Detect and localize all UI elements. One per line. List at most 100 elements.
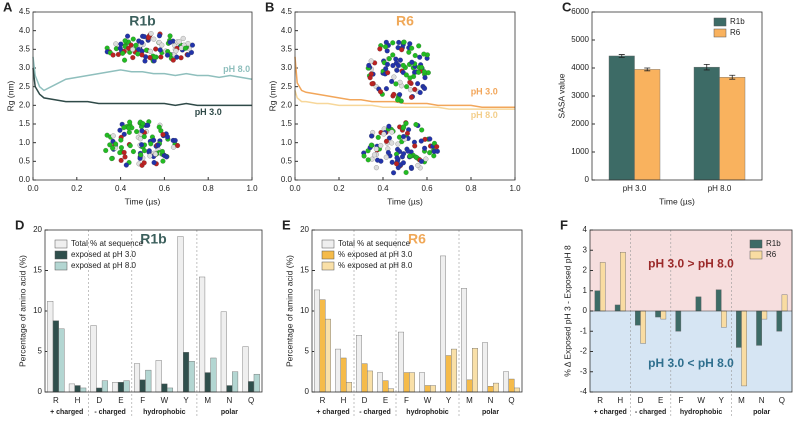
atom <box>386 123 392 129</box>
error-bar <box>618 54 625 58</box>
group-label: + charged <box>50 409 83 416</box>
bar <box>356 335 362 393</box>
legend-label: R6 <box>730 28 741 37</box>
atom <box>155 142 161 148</box>
line <box>32 56 253 92</box>
atom <box>121 131 127 137</box>
bar <box>155 360 162 393</box>
bar <box>461 288 467 393</box>
y-tick-label: 0.5 <box>281 156 293 165</box>
annotation: pH 3.0 <box>471 87 498 97</box>
bar <box>232 371 239 393</box>
atom <box>147 153 153 159</box>
atom <box>406 49 412 55</box>
y-tick-label: 3.0 <box>281 63 293 72</box>
bar <box>482 342 488 393</box>
bar <box>161 383 168 393</box>
atom <box>159 42 165 48</box>
molecule <box>365 39 431 104</box>
bar <box>781 294 788 312</box>
atom <box>367 75 373 81</box>
atom <box>127 143 133 149</box>
y-tick-label: 1 <box>583 286 588 295</box>
bar <box>719 77 746 181</box>
atom <box>130 46 136 52</box>
atom <box>401 124 407 130</box>
atom <box>141 134 147 140</box>
atom <box>368 142 374 148</box>
y-tick-label: 2 <box>583 266 588 275</box>
atom <box>172 137 178 143</box>
bar <box>514 387 520 393</box>
atom <box>369 81 375 87</box>
group-label: polar <box>753 409 770 416</box>
x-tick-label: D <box>362 396 368 405</box>
y-tick-label: 3 <box>583 245 588 254</box>
x-tick-label: F <box>678 396 683 405</box>
atom <box>393 161 399 167</box>
atom <box>122 57 128 63</box>
atom <box>109 156 115 162</box>
x-axis-label: Time (µs) <box>387 196 423 206</box>
y-tick-label: 0 <box>583 306 588 315</box>
y-tick-label: 15 <box>33 266 42 275</box>
bar <box>226 385 233 393</box>
x-axis-label: Time (µs) <box>125 196 161 206</box>
annotation: pH 8.0 <box>223 64 250 74</box>
atom <box>434 144 440 150</box>
atom <box>123 162 129 168</box>
x-tick-label: 0.8 <box>465 184 477 193</box>
bar <box>123 380 130 393</box>
atom <box>153 46 159 52</box>
plot-frame <box>589 229 793 393</box>
y-tick-label: -2 <box>580 347 588 356</box>
bar <box>466 379 473 393</box>
x-tick-label: N <box>227 396 233 405</box>
atom <box>389 159 395 165</box>
y-axis-label: Rg (nm) <box>5 80 15 111</box>
atom <box>396 39 402 45</box>
group-label: + charged <box>594 409 627 416</box>
atom <box>385 70 391 76</box>
atom <box>164 134 170 140</box>
atom <box>403 72 409 78</box>
atom <box>394 155 400 161</box>
atom <box>139 128 145 134</box>
x-tick-label: E <box>383 396 388 405</box>
bar <box>508 378 515 393</box>
legend-label: % exposed at pH 8.0 <box>338 261 413 270</box>
annotation: pH 8.0 <box>471 110 498 120</box>
atom <box>174 54 180 60</box>
y-axis-label: Percentage of amino acid (%) <box>284 255 294 367</box>
atom <box>130 55 136 61</box>
atom <box>110 145 116 151</box>
bar <box>139 379 146 393</box>
x-tick-label: M <box>738 396 745 405</box>
atom <box>118 41 124 47</box>
bar <box>445 355 452 393</box>
annotation: pH 3.0 > pH 8.0 <box>648 257 734 271</box>
x-tick-label: D <box>638 396 644 405</box>
legend-swatch <box>713 28 727 38</box>
atom <box>151 36 157 42</box>
x-tick-label: H <box>75 396 81 405</box>
atom <box>393 81 399 87</box>
atom <box>125 33 131 39</box>
group-label: - charged <box>94 409 126 416</box>
bar <box>377 372 383 393</box>
atom <box>180 35 186 41</box>
bar <box>403 372 410 393</box>
bar <box>361 363 368 393</box>
atom <box>368 58 374 64</box>
atom <box>389 140 395 146</box>
x-tick-label: 0.0 <box>289 184 301 193</box>
x-tick-label: W <box>697 396 705 405</box>
legend-swatch <box>749 250 763 260</box>
x-tick-label: E <box>118 396 123 405</box>
atom <box>412 53 418 59</box>
atom <box>417 54 423 60</box>
chart-title: R6 <box>408 231 426 247</box>
bar <box>199 276 206 393</box>
panel-letter: C <box>562 0 572 14</box>
